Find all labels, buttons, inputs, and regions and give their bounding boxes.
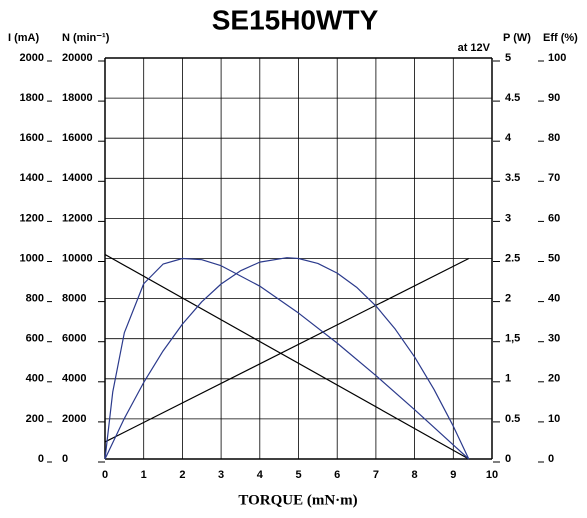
y-tick-label: 10 [548,413,560,425]
axis-label: N (min⁻¹) [62,32,110,44]
y-tick-label: 2000 [62,413,86,425]
y-tick-label: 6000 [62,333,86,345]
y-tick-label: 70 [548,172,560,184]
x-tick-label: 1 [141,469,147,481]
y-tick-label: 0 [548,453,554,465]
x-tick-label: 7 [373,469,379,481]
y-tick-label: 1200 [20,212,44,224]
y-tick-label: 90 [548,92,560,104]
x-tick-label: 9 [450,469,456,481]
y-tick-label: 5 [505,52,511,64]
y-tick-label: 16000 [62,132,93,144]
y-tick-label: 0 [505,453,511,465]
axis-label: P (W) [503,32,531,44]
x-axis-label: TORQUE (mN·m) [238,492,357,508]
y-tick-label: 0 [38,453,44,465]
y-tick-label: 600 [26,333,44,345]
y-tick-label: 12000 [62,212,93,224]
axis-label: I (mA) [8,32,40,44]
y-tick-label: 0.5 [505,413,520,425]
x-tick-label: 4 [257,469,264,481]
y-tick-label: 60 [548,212,560,224]
y-tick-label: 4.5 [505,92,520,104]
y-tick-label: 2000 [20,52,44,64]
y-tick-label: 40 [548,293,560,305]
y-tick-label: 30 [548,333,560,345]
y-tick-label: 1400 [20,172,44,184]
x-tick-label: 6 [334,469,340,481]
y-tick-label: 3.5 [505,172,520,184]
y-tick-label: 100 [548,52,566,64]
y-tick-label: 20 [548,373,560,385]
y-tick-label: 4000 [62,373,86,385]
y-tick-label: 2.5 [505,252,520,264]
curve [104,257,470,443]
x-tick-label: 8 [412,469,418,481]
y-tick-label: 1 [505,373,511,385]
y-tick-label: 200 [26,413,44,425]
x-tick-label: 0 [102,469,108,481]
x-tick-label: 5 [295,469,301,481]
y-tick-label: 10000 [62,252,93,264]
y-tick-label: 3 [505,212,511,224]
axis-label: Eff (%) [543,32,578,44]
y-tick-label: 20000 [62,52,93,64]
curve [104,253,470,460]
y-tick-label: 50 [548,252,560,264]
curve [104,257,470,460]
x-tick-label: 2 [179,469,185,481]
y-tick-label: 1600 [20,132,44,144]
y-tick-label: 1,5 [505,333,520,345]
y-tick-label: 0 [62,453,68,465]
y-tick-label: 8000 [62,293,86,305]
y-tick-label: 14000 [62,172,93,184]
y-tick-label: 400 [26,373,44,385]
y-tick-label: 1800 [20,92,44,104]
y-tick-label: 800 [26,293,44,305]
curve [104,257,470,460]
chart-title: SE15H0WTY [212,4,379,35]
x-tick-label: 3 [218,469,224,481]
y-tick-label: 18000 [62,92,93,104]
y-tick-label: 2 [505,293,511,305]
y-tick-label: 4 [505,132,512,144]
y-tick-label: 1000 [20,252,44,264]
y-tick-label: 80 [548,132,560,144]
note: at 12V [458,42,491,54]
x-tick-label: 10 [486,469,498,481]
